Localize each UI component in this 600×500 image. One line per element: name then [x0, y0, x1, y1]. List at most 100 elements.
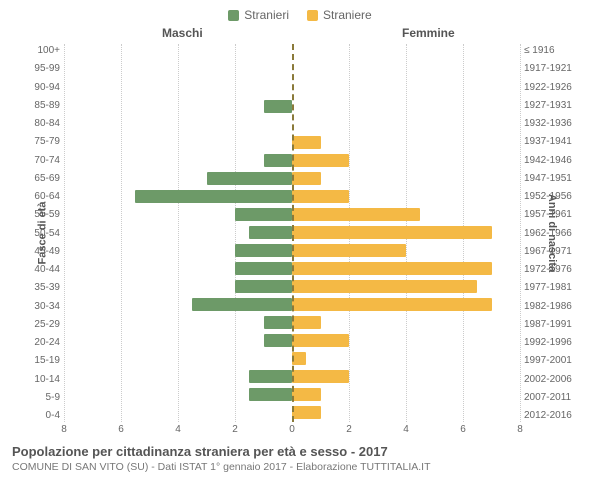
y-tick-birth: 1952-1956	[524, 191, 588, 202]
y-tick-age: 45-49	[12, 246, 60, 257]
y-tick-birth: 1932-1936	[524, 118, 588, 129]
bar-male	[264, 334, 293, 347]
y-tick-birth: 1942-1946	[524, 155, 588, 166]
bar-female	[292, 190, 349, 203]
column-headers: Maschi Femmine	[12, 26, 588, 42]
y-tick-birth: 1987-1991	[524, 319, 588, 330]
bar-female	[292, 334, 349, 347]
bar-male	[235, 244, 292, 257]
x-tick: 6	[460, 424, 466, 435]
y-tick-age: 95-99	[12, 63, 60, 74]
y-tick-age: 50-54	[12, 228, 60, 239]
y-tick-age: 25-29	[12, 319, 60, 330]
y-tick-birth: 2007-2011	[524, 392, 588, 403]
legend-swatch-male	[228, 10, 239, 21]
x-tick: 8	[517, 424, 523, 435]
y-tick-birth: 2012-2016	[524, 410, 588, 421]
x-tick: 2	[346, 424, 352, 435]
y-tick-birth: 1917-1921	[524, 63, 588, 74]
y-tick-birth: 1927-1931	[524, 100, 588, 111]
bar-female	[292, 280, 477, 293]
x-axis: 8 6 4 2 0 2 4 6 8	[64, 424, 520, 438]
y-tick-age: 0-4	[12, 410, 60, 421]
y-tick-age: 70-74	[12, 155, 60, 166]
legend-item-female: Straniere	[307, 8, 372, 22]
legend: Stranieri Straniere	[12, 8, 588, 22]
chart-subtitle: COMUNE DI SAN VITO (SU) - Dati ISTAT 1° …	[12, 461, 588, 473]
pyramid-chart: Fasce di età Anni di nascita 100+95-9990…	[12, 44, 588, 422]
x-tick: 2	[232, 424, 238, 435]
bar-female	[292, 136, 321, 149]
gridline	[520, 44, 521, 422]
y-tick-birth: 1962-1966	[524, 228, 588, 239]
y-tick-age: 10-14	[12, 374, 60, 385]
bar-female	[292, 208, 420, 221]
y-tick-birth: 1992-1996	[524, 337, 588, 348]
bar-male	[235, 262, 292, 275]
bar-male	[235, 208, 292, 221]
legend-swatch-female	[307, 10, 318, 21]
legend-label-female: Straniere	[323, 8, 372, 22]
bar-male	[207, 172, 293, 185]
legend-item-male: Stranieri	[228, 8, 289, 22]
y-tick-age: 65-69	[12, 173, 60, 184]
y-tick-age: 60-64	[12, 191, 60, 202]
y-tick-age: 90-94	[12, 82, 60, 93]
bar-male	[264, 316, 293, 329]
bar-female	[292, 244, 406, 257]
bar-female	[292, 352, 306, 365]
y-tick-birth: 1997-2001	[524, 355, 588, 366]
bar-female	[292, 226, 492, 239]
bar-female	[292, 370, 349, 383]
y-tick-age: 85-89	[12, 100, 60, 111]
legend-label-male: Stranieri	[244, 8, 289, 22]
y-tick-birth: 1947-1951	[524, 173, 588, 184]
x-tick: 8	[61, 424, 67, 435]
y-tick-age: 15-19	[12, 355, 60, 366]
y-tick-age: 5-9	[12, 392, 60, 403]
y-tick-age: 35-39	[12, 282, 60, 293]
y-tick-birth: 1922-1926	[524, 82, 588, 93]
bar-male	[249, 388, 292, 401]
bar-female	[292, 388, 321, 401]
y-tick-age: 80-84	[12, 118, 60, 129]
bar-male	[264, 100, 293, 113]
y-tick-birth: 1957-1961	[524, 209, 588, 220]
y-tick-age: 100+	[12, 45, 60, 56]
plot-area	[64, 44, 520, 422]
y-axis-left: 100+ 95-99 90-94 85-89 80-84 75-79 70-74 65-69 6…	[12, 44, 64, 422]
y-tick-birth: 1982-1986	[524, 301, 588, 312]
bar-female	[292, 154, 349, 167]
bar-female	[292, 298, 492, 311]
y-tick-birth: 1937-1941	[524, 136, 588, 147]
y-axis-right: ≤ 1916 1917-1921 1922-1926 1927-1931 1932-19…	[520, 44, 588, 422]
header-male: Maschi	[162, 26, 203, 40]
y-tick-birth: 1977-1981	[524, 282, 588, 293]
bar-male	[249, 370, 292, 383]
bar-female	[292, 262, 492, 275]
y-tick-birth: 2002-2006	[524, 374, 588, 385]
center-line	[292, 44, 294, 422]
y-tick-age: 40-44	[12, 264, 60, 275]
bar-female	[292, 316, 321, 329]
y-tick-birth: ≤ 1916	[524, 45, 588, 56]
bar-male	[249, 226, 292, 239]
y-tick-age: 75-79	[12, 136, 60, 147]
bar-male	[192, 298, 292, 311]
bar-male	[235, 280, 292, 293]
bar-female	[292, 172, 321, 185]
y-tick-age: 30-34	[12, 301, 60, 312]
bar-male	[135, 190, 292, 203]
x-tick: 4	[175, 424, 181, 435]
chart-title: Popolazione per cittadinanza straniera p…	[12, 444, 588, 459]
y-tick-birth: 1972-1976	[524, 264, 588, 275]
y-tick-age: 20-24	[12, 337, 60, 348]
bar-female	[292, 406, 321, 419]
bar-male	[264, 154, 293, 167]
x-tick: 6	[118, 424, 124, 435]
y-tick-birth: 1967-1971	[524, 246, 588, 257]
header-female: Femmine	[402, 26, 455, 40]
x-tick: 4	[403, 424, 409, 435]
x-tick: 0	[289, 424, 295, 435]
y-tick-age: 55-59	[12, 209, 60, 220]
